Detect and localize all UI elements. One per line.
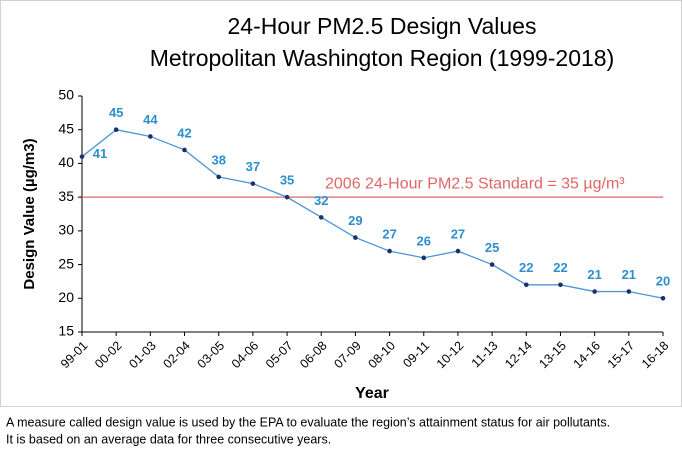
x-tick-label: 99-01: [58, 339, 91, 372]
x-tick-label: 15-17: [605, 339, 638, 372]
x-tick-label: 06-08: [297, 339, 330, 372]
data-point: [353, 235, 358, 240]
data-label: 21: [622, 267, 636, 282]
data-label: 22: [553, 260, 567, 275]
x-tick-label: 16-18: [639, 339, 672, 372]
data-label: 42: [177, 125, 191, 140]
data-point: [284, 194, 290, 200]
data-label: 20: [656, 274, 670, 289]
data-point: [250, 181, 256, 186]
data-line: [81, 129, 664, 299]
data-point: [489, 262, 495, 267]
y-tick-label: 30: [58, 222, 74, 238]
data-label: 29: [348, 213, 362, 228]
y-tick-label: 25: [58, 255, 74, 271]
data-point: [387, 248, 392, 254]
data-point: [148, 134, 153, 139]
data-label: 32: [314, 193, 328, 208]
footnote: A measure called design value is used by…: [6, 415, 610, 429]
y-tick-label: 20: [58, 289, 74, 305]
x-tick-label: 07-09: [331, 339, 364, 372]
x-tick-label: 13-15: [536, 339, 569, 372]
y-tick-label: 50: [58, 87, 74, 103]
x-tick-label: 10-12: [434, 339, 467, 372]
data-label: 44: [143, 112, 158, 127]
y-tick-label: 40: [58, 154, 74, 170]
x-tick-label: 03-05: [195, 339, 228, 372]
x-tick-label: 01-03: [126, 339, 159, 372]
data-label: 27: [451, 227, 465, 242]
y-tick-label: 35: [58, 188, 74, 204]
chart-title: Metropolitan Washington Region (1999-201…: [150, 45, 615, 71]
x-tick-label: 00-02: [92, 339, 125, 372]
data-point: [182, 147, 187, 153]
footnote: It is based on an average data for three…: [6, 432, 331, 446]
x-axis-label: Year: [355, 385, 389, 402]
chart-title: 24-Hour PM2.5 Design Values: [228, 13, 537, 39]
data-label: 22: [519, 260, 533, 275]
data-point: [216, 174, 222, 180]
data-label: 37: [246, 159, 260, 174]
data-label: 21: [587, 267, 601, 282]
data-point: [523, 282, 529, 288]
data-point: [558, 282, 563, 288]
data-point: [113, 127, 119, 133]
x-tick-label: 04-06: [229, 339, 262, 372]
x-tick-label: 14-16: [571, 339, 604, 372]
y-tick-label: 15: [58, 323, 74, 339]
data-point: [592, 289, 597, 294]
data-label: 27: [382, 227, 396, 242]
data-label: 41: [93, 146, 107, 161]
data-point: [421, 255, 427, 261]
data-point: [660, 295, 666, 301]
data-point: [626, 289, 632, 294]
y-axis-label: Design Value (µg/m3): [21, 138, 38, 289]
data-label: 25: [485, 240, 499, 255]
data-label: 38: [211, 152, 225, 167]
x-tick-label: 09-11: [400, 339, 432, 371]
x-tick-label: 02-04: [160, 339, 193, 372]
data-point: [455, 248, 461, 254]
x-tick-label: 12-14: [502, 339, 535, 372]
x-tick-label: 05-07: [263, 339, 296, 372]
data-point: [79, 154, 85, 159]
data-label: 45: [109, 105, 123, 120]
data-label: 35: [280, 173, 294, 188]
data-label: 26: [417, 233, 431, 248]
data-point: [318, 215, 324, 220]
x-tick-label: 08-10: [366, 339, 399, 372]
y-tick-label: 45: [58, 120, 74, 136]
reference-label: 2006 24-Hour PM2.5 Standard = 35 µg/m³: [325, 175, 625, 192]
x-tick-label: 11-13: [469, 339, 501, 371]
